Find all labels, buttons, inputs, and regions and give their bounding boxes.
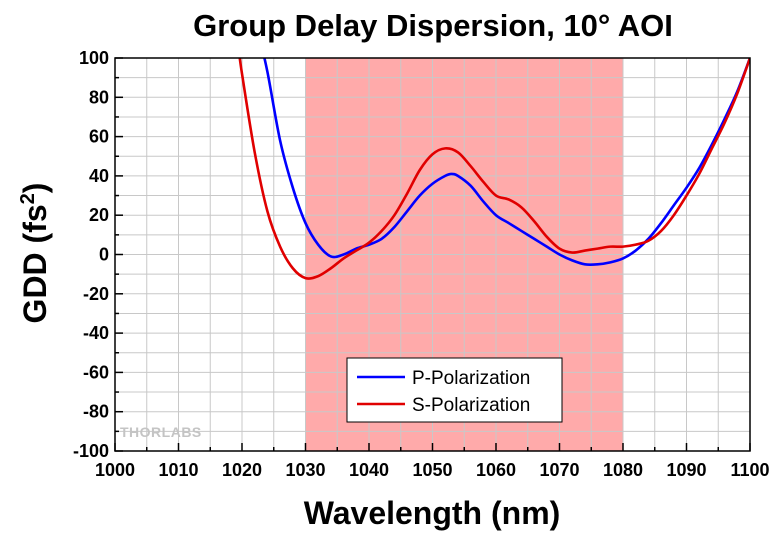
x-tick-labels: 1000 1010 1020 1030 1040 1050 1060 1070 1080 1090… <box>95 460 770 480</box>
y-axis-title-superscript: 2 <box>17 193 39 204</box>
y-tick-labels: -100 -80 -60 -40 -20 0 20 40 60 80 100 <box>73 48 109 461</box>
x-tick-label: 1010 <box>158 460 198 480</box>
legend-s-label: S-Polarization <box>412 395 530 416</box>
x-tick-label: 1030 <box>285 460 325 480</box>
y-tick-label: -60 <box>83 362 109 382</box>
y-tick-label: 60 <box>89 127 109 147</box>
series-s-polarization-line <box>238 58 750 280</box>
axis-ticks <box>114 57 751 452</box>
y-tick-label: 0 <box>99 245 109 265</box>
y-tick-label: 80 <box>89 87 109 107</box>
y-tick-label: 100 <box>79 48 109 68</box>
y-tick-label: 40 <box>89 166 109 186</box>
y-axis-title-close: ) <box>17 183 53 194</box>
x-tick-label: 1020 <box>222 460 262 480</box>
legend-box <box>346 357 563 423</box>
legend: P-Polarization S-Polarization <box>346 357 563 423</box>
y-tick-label: -20 <box>83 284 109 304</box>
x-tick-label: 1090 <box>666 460 706 480</box>
y-tick-label: -100 <box>73 441 109 461</box>
y-axis-title-main: GDD (fs <box>17 204 53 323</box>
thorlabs-watermark: THORLABS <box>120 424 202 440</box>
y-tick-label: 20 <box>89 205 109 225</box>
series-layer <box>238 58 750 280</box>
x-tick-label: 1060 <box>476 460 516 480</box>
legend-p-label: P-Polarization <box>412 368 530 389</box>
x-tick-label: 1000 <box>95 460 135 480</box>
x-tick-label: 1080 <box>603 460 643 480</box>
x-tick-label: 1100 <box>730 460 769 480</box>
x-tick-label: 1040 <box>349 460 389 480</box>
y-axis-title: GDD (fs2) <box>17 183 53 324</box>
y-tick-label: -40 <box>83 323 109 343</box>
chart-title: Group Delay Dispersion, 10° AOI <box>193 8 673 43</box>
x-tick-label: 1070 <box>539 460 579 480</box>
y-tick-label: -80 <box>83 402 109 422</box>
x-tick-label: 1050 <box>412 460 452 480</box>
series-p-polarization-line <box>263 58 750 267</box>
x-axis-title: Wavelength (nm) <box>304 495 561 531</box>
